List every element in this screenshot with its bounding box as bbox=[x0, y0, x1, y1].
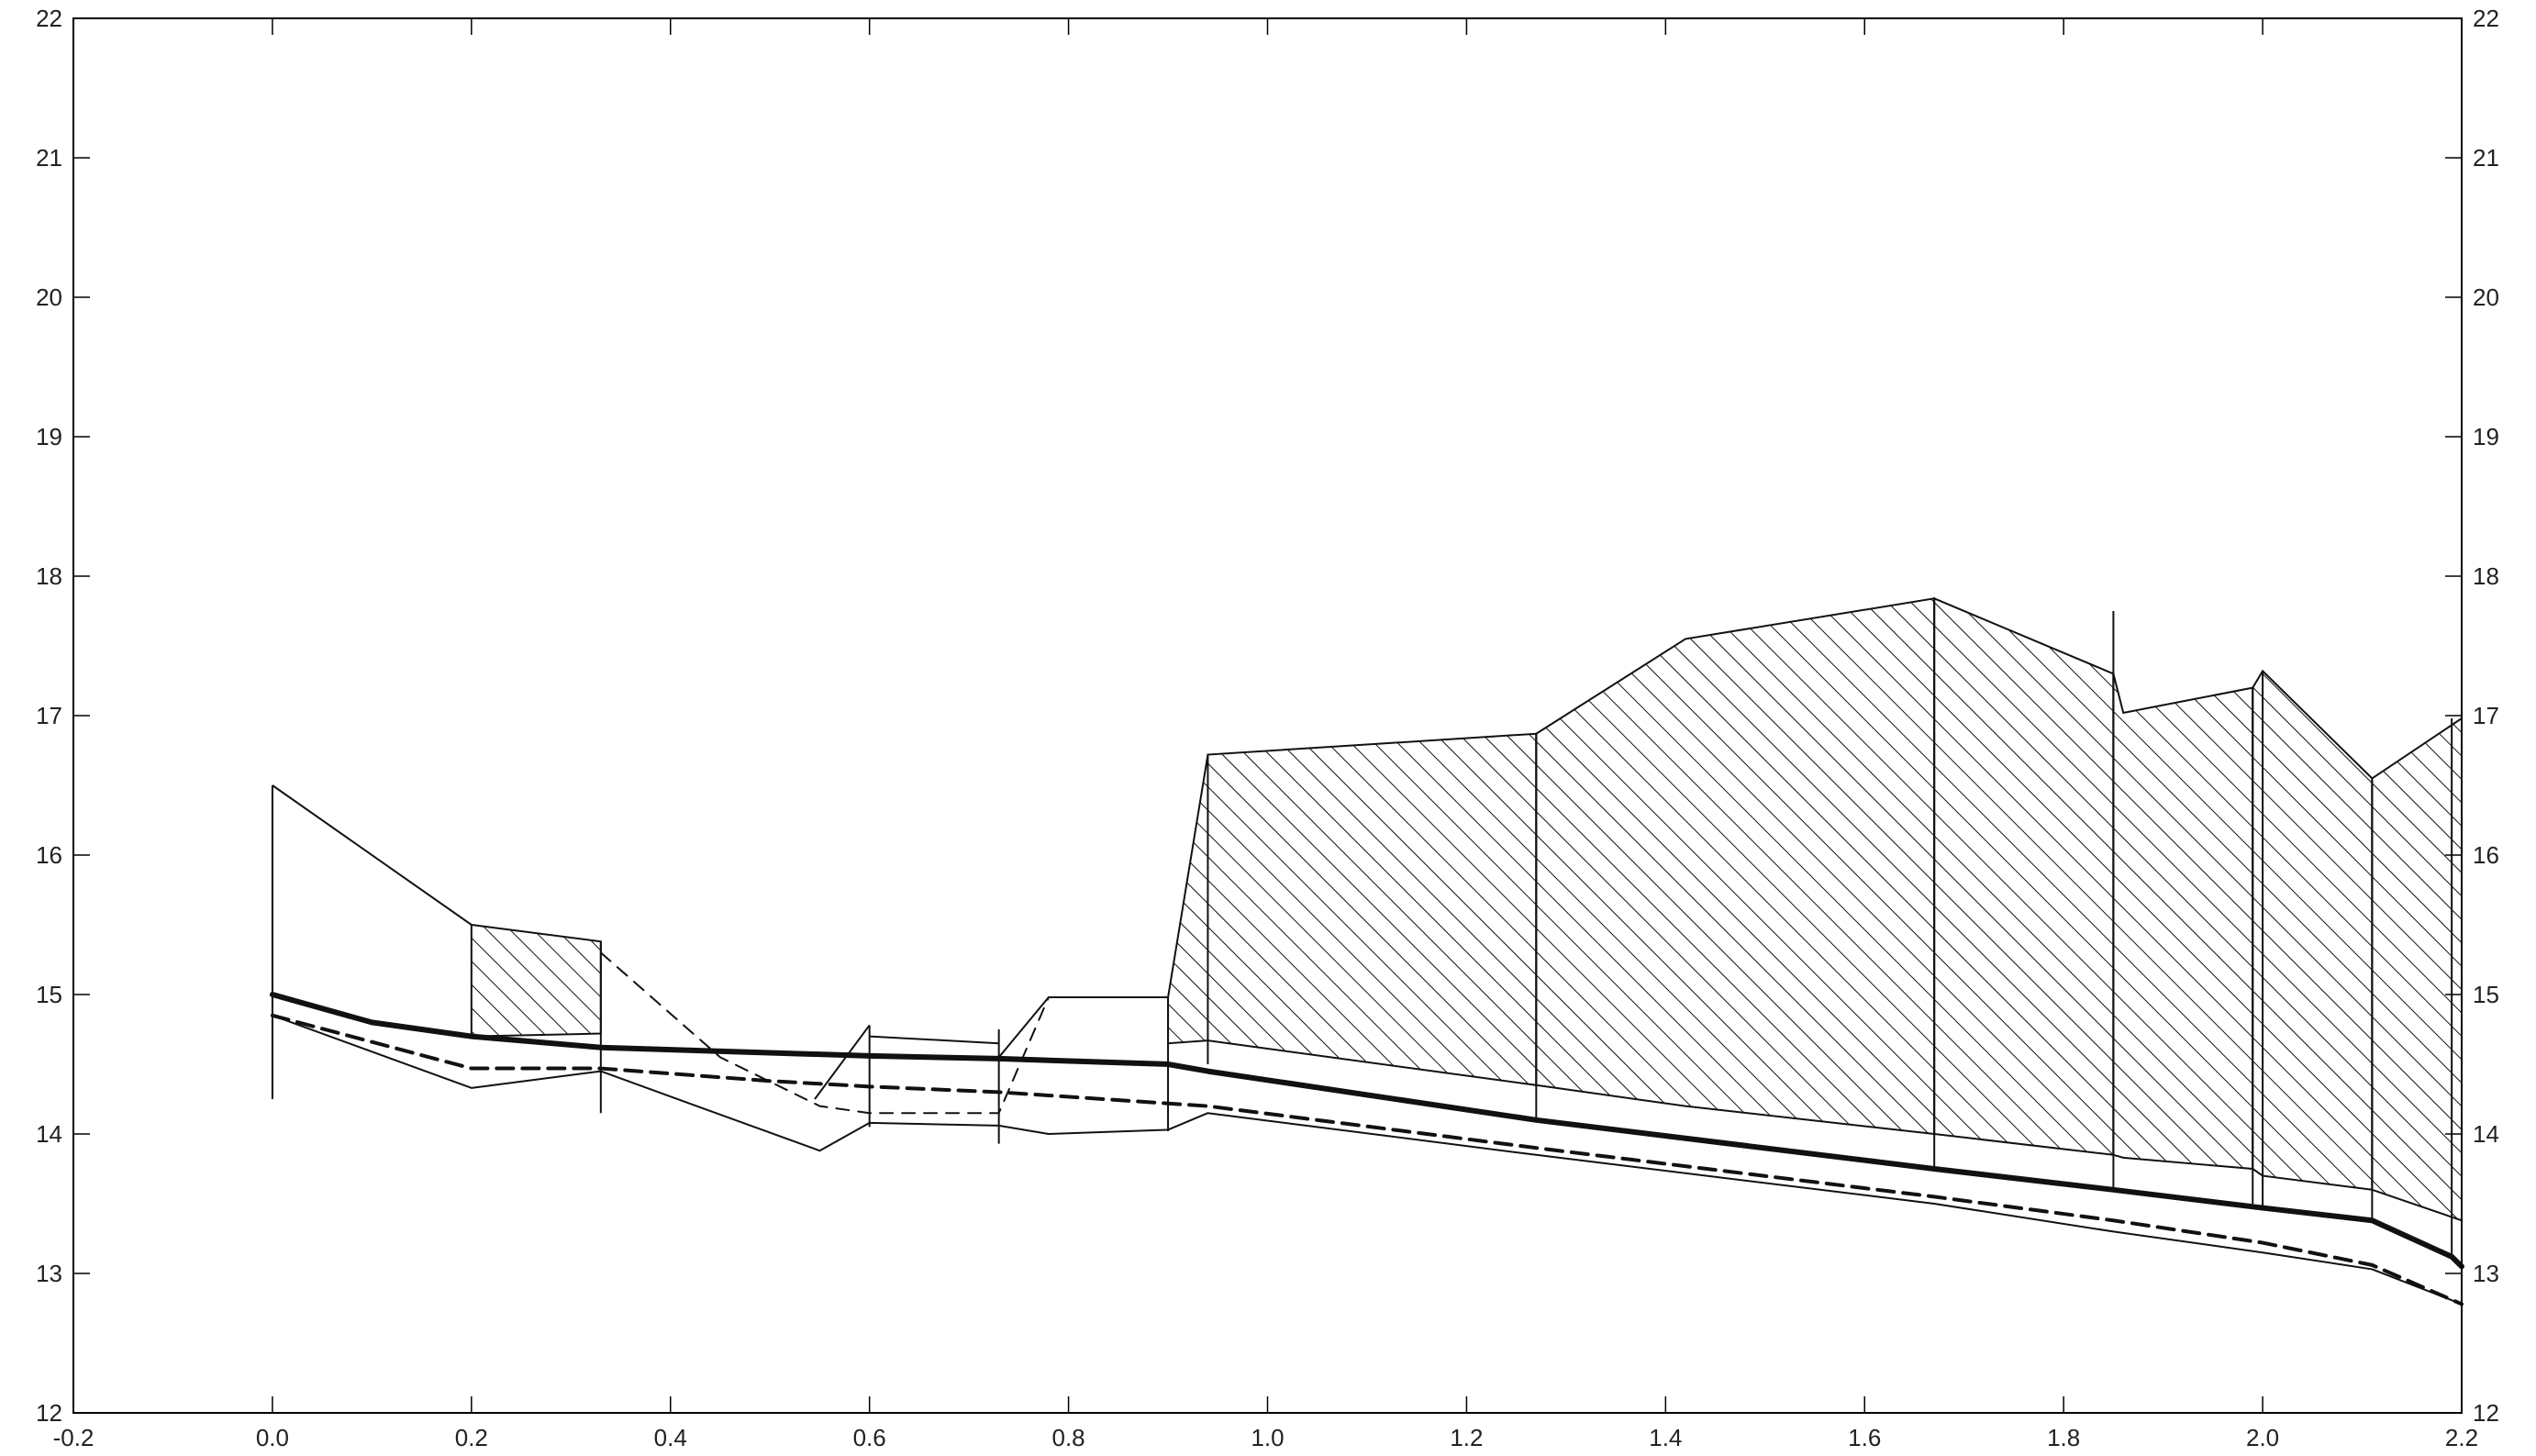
x-tick-label: 1.2 bbox=[1450, 1424, 1483, 1451]
x-tick-label: 1.0 bbox=[1251, 1424, 1284, 1451]
hatched-region-6 bbox=[2252, 669, 2374, 1191]
x-tick-label: 1.6 bbox=[1848, 1424, 1881, 1451]
y-tick-label-right: 22 bbox=[2473, 5, 2499, 32]
y-tick-label-left: 14 bbox=[36, 1120, 62, 1148]
y-tick-label-right: 12 bbox=[2473, 1399, 2499, 1427]
series-line-2 bbox=[271, 1014, 2463, 1306]
x-tick-label: 1.8 bbox=[2047, 1424, 2080, 1451]
y-tick-label-right: 20 bbox=[2473, 283, 2499, 311]
x-tick-label: 0.0 bbox=[256, 1424, 289, 1451]
hatched-region-5 bbox=[2112, 673, 2254, 1171]
y-tick-label-left: 21 bbox=[36, 144, 62, 172]
y-tick-label-right: 17 bbox=[2473, 702, 2499, 729]
x-tick-label: 0.8 bbox=[1052, 1424, 1085, 1451]
x-tick-label: 2.2 bbox=[2445, 1424, 2478, 1451]
axes: -0.2 0.0 0.2 0.4 0.6 0.8 1.0 1.2 1.4 1.6 1.8 2.0 2.2… bbox=[36, 5, 2499, 1451]
x-tick-label: 0.6 bbox=[853, 1424, 886, 1451]
plot-area bbox=[269, 596, 2464, 1306]
hatched-region-1 bbox=[470, 923, 602, 1038]
y-tick-label-left: 19 bbox=[36, 423, 62, 450]
x-tick-label: 2.0 bbox=[2246, 1424, 2279, 1451]
y-tick-label-left: 16 bbox=[36, 841, 62, 869]
x-tick-label: 1.4 bbox=[1649, 1424, 1682, 1451]
hatched-region-4 bbox=[1933, 596, 2115, 1156]
hatched-region-7 bbox=[2371, 717, 2463, 1222]
y-tick-label-left: 17 bbox=[36, 702, 62, 729]
y-tick-label-left: 13 bbox=[36, 1260, 62, 1287]
y-tick-label-left: 18 bbox=[36, 562, 62, 590]
y-tick-label-left: 15 bbox=[36, 981, 62, 1008]
x-tick-label: -0.2 bbox=[53, 1424, 95, 1451]
structure-line-5 bbox=[997, 996, 1169, 1059]
series-line-0 bbox=[269, 992, 2464, 1270]
y-tick-label-right: 19 bbox=[2473, 423, 2499, 450]
hatched-region-3 bbox=[1535, 597, 1936, 1136]
y-tick-label-right: 21 bbox=[2473, 144, 2499, 172]
x-tick-label: 0.2 bbox=[455, 1424, 488, 1451]
structure-line-3 bbox=[869, 1035, 999, 1045]
structure-line-1 bbox=[814, 1024, 871, 1100]
y-tick-label-left: 20 bbox=[36, 283, 62, 311]
y-tick-label-right: 14 bbox=[2473, 1120, 2499, 1148]
series-line-3 bbox=[599, 951, 1050, 1115]
y-tick-label-right: 15 bbox=[2473, 981, 2499, 1008]
y-tick-label-right: 18 bbox=[2473, 562, 2499, 590]
hatched-region-0 bbox=[272, 784, 473, 926]
y-tick-label-right: 13 bbox=[2473, 1260, 2499, 1287]
y-tick-label-left: 12 bbox=[36, 1399, 62, 1427]
y-tick-label-right: 16 bbox=[2473, 841, 2499, 869]
x-tick-label: 0.4 bbox=[654, 1424, 687, 1451]
series-line-1 bbox=[270, 1013, 2464, 1306]
hatched-region-2 bbox=[1167, 732, 1538, 1086]
y-tick-label-left: 22 bbox=[36, 5, 62, 32]
